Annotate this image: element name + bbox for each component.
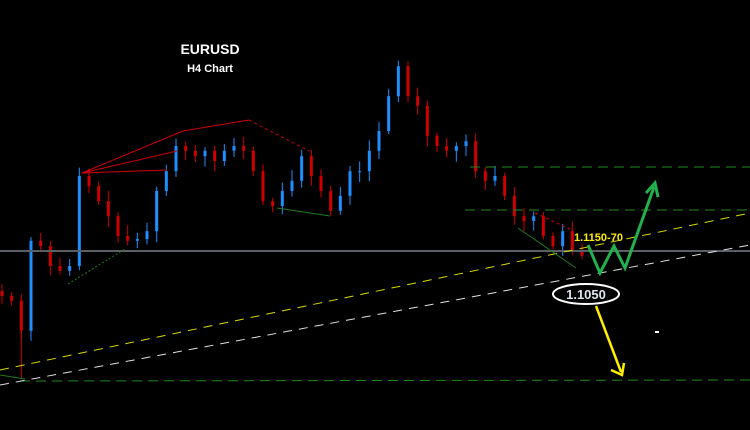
bull-candle [464,141,468,146]
bear-candle [329,191,333,211]
pattern-line-red [81,150,178,174]
bull-candle [280,191,284,206]
chart-title: EURUSD [180,41,240,57]
bull-candle [358,171,362,173]
pattern-line-red-dotted [534,212,573,231]
bear-candle [580,251,584,256]
bull-candle [290,180,294,191]
pattern-line-red [182,119,250,132]
bull-candle [387,96,391,131]
bull-candle [367,150,371,172]
bull-candle [203,150,207,157]
bear-candle [39,240,43,247]
bear-candle [193,150,197,157]
bull-candle [164,171,168,191]
bear-candle [570,231,574,251]
marker-dot [655,331,659,333]
bear-candle [319,176,323,191]
pattern-line-green [0,374,26,380]
bear-candle [503,176,507,196]
bullish-projection-path [586,186,656,277]
support-label-ellipse [552,283,620,305]
bear-candle [512,195,516,217]
pattern-line-red [81,169,168,174]
bull-candle [68,266,72,271]
bear-candle [541,216,545,236]
chart-timeframe: H4 Chart [187,63,233,75]
bear-candle [106,201,110,217]
bear-candle [48,246,52,266]
bull-candle [377,131,381,151]
bullish-arrowhead-icon [644,179,660,198]
bear-candle [10,296,14,301]
bear-candle [309,156,313,176]
bear-candle [242,146,246,151]
bear-candle [483,171,487,181]
bear-candle [58,266,62,271]
bear-candle [425,105,429,136]
bear-candle [97,186,101,202]
bear-candle [522,216,526,221]
bear-candle [551,236,555,247]
bull-candle [454,146,458,151]
bull-candle [348,171,352,196]
bull-candle [222,150,226,161]
bear-candle [271,201,275,206]
bear-candle [0,291,4,296]
bull-candle [561,231,565,247]
bear-candle [184,146,188,151]
bull-candle [145,231,149,239]
bull-candle [493,176,497,181]
bull-candle [155,191,159,232]
bear-candle [261,171,265,202]
bear-candle [251,150,255,172]
bull-candle [174,146,178,172]
candles-group [0,60,584,378]
white-trendline [0,244,750,386]
pattern-line-green [517,227,577,269]
bear-candle [213,150,217,161]
bear-candle [116,216,120,236]
bull-candle [77,176,81,266]
bear-candle [19,300,23,331]
bearish-arrowhead-icon [610,362,626,377]
bear-candle [474,141,478,172]
bull-candle [338,195,342,211]
bear-candle [435,135,439,146]
pattern-line-red [81,130,184,174]
support-level-bottom [19,379,750,382]
bear-candle [126,236,130,241]
bull-candle [135,239,139,241]
bear-candle [416,96,420,106]
target-zone-label: 1.1150-70 [574,232,623,244]
bear-candle [406,66,410,97]
bull-candle [29,240,33,331]
bear-candle [445,146,449,151]
pattern-line-green [67,248,126,285]
pattern-line-red-dotted [248,119,310,152]
bull-candle [396,66,400,97]
bearish-projection-arrow [594,305,623,373]
bear-candle [87,176,91,187]
bull-candle [300,156,304,181]
pattern-line-green [276,207,331,217]
support-label: 1.1050 [566,287,606,302]
bull-candle [232,146,236,151]
pattern-lines [0,119,577,380]
bull-candle [532,216,536,221]
